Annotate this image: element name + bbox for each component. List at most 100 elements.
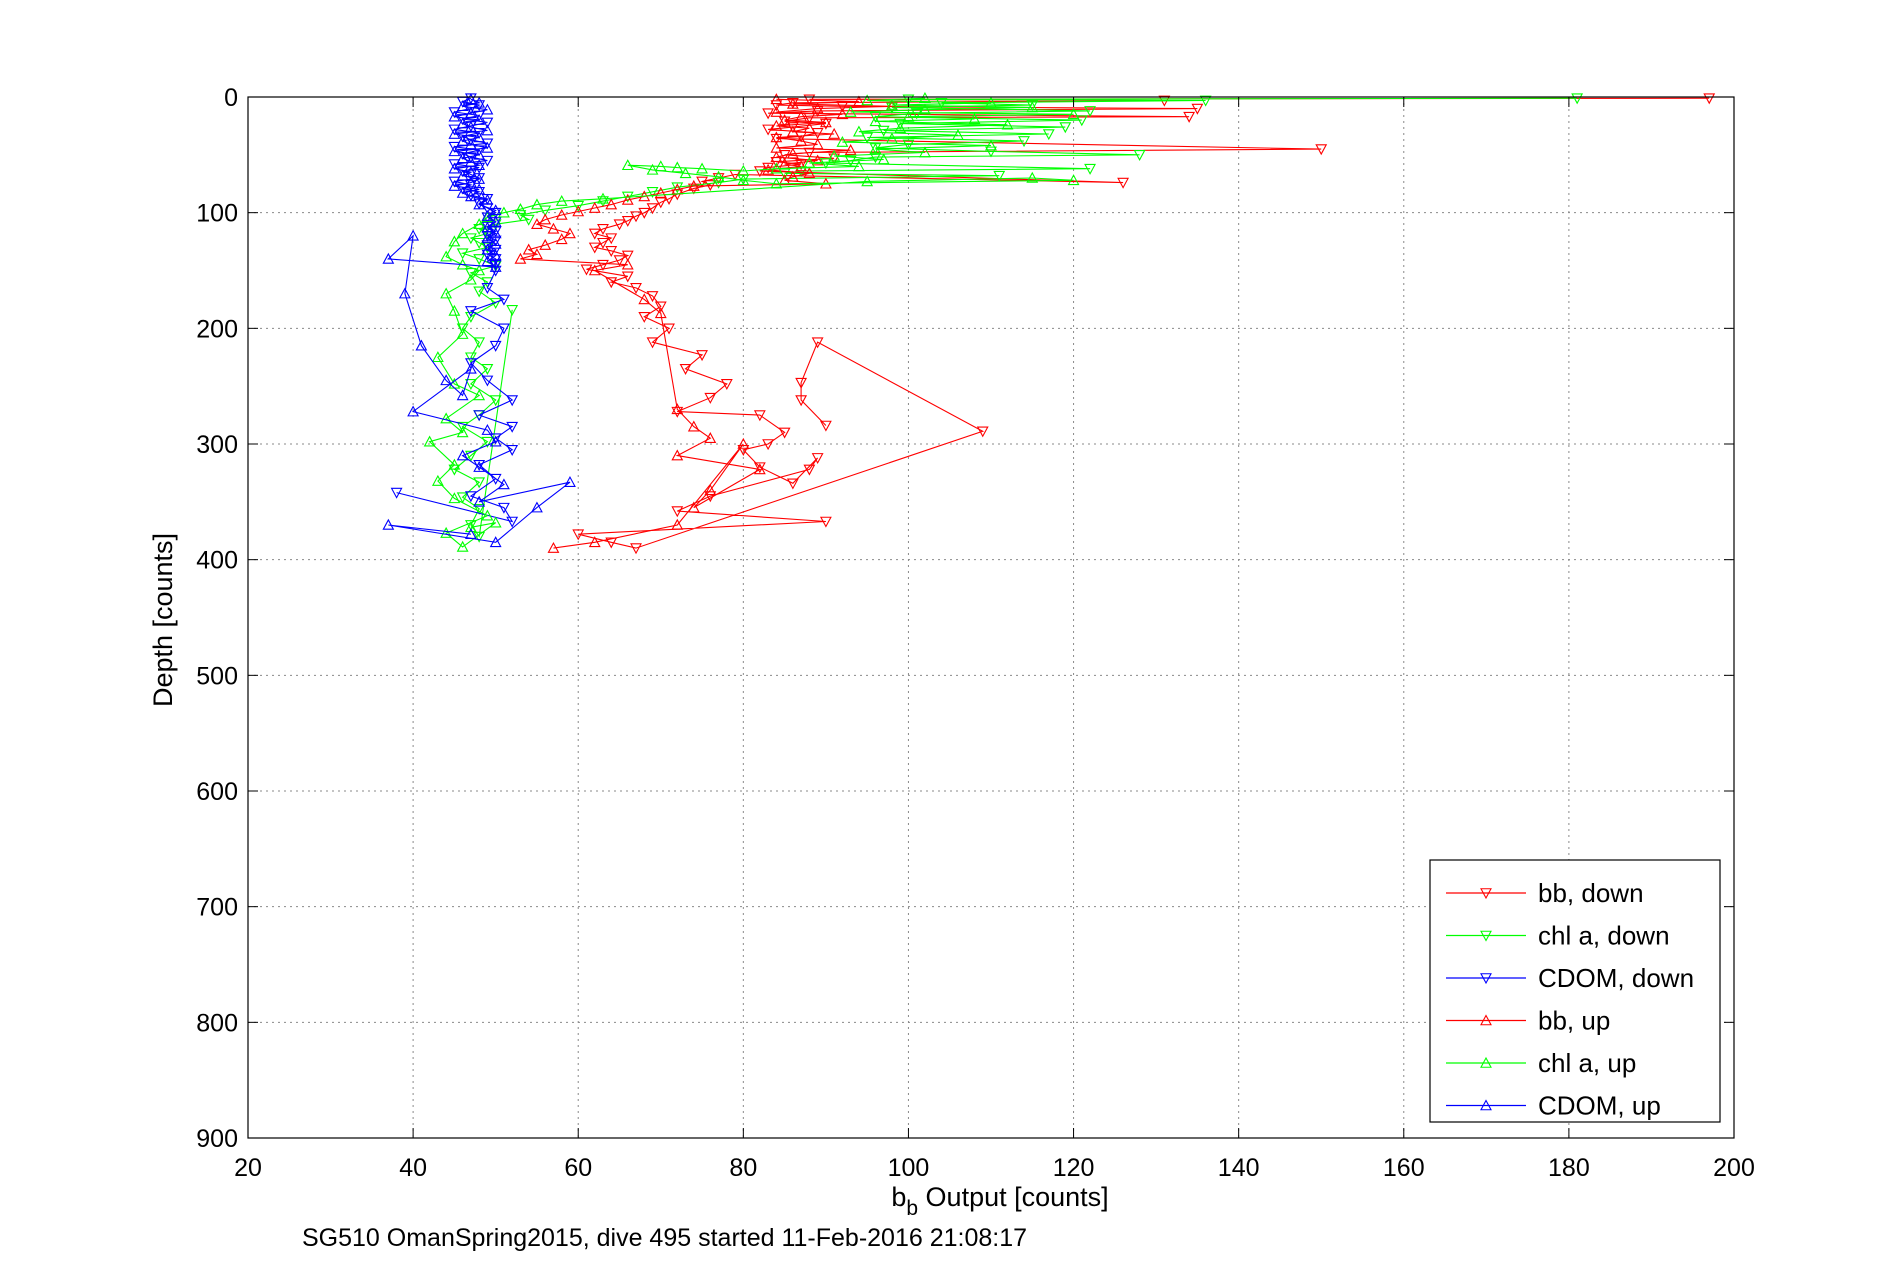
legend-label: chl a, down bbox=[1538, 921, 1670, 951]
data-point bbox=[431, 351, 444, 363]
data-point bbox=[464, 450, 477, 462]
data-point bbox=[489, 215, 502, 227]
data-point bbox=[464, 169, 477, 181]
data-point bbox=[473, 477, 486, 489]
data-point bbox=[687, 420, 700, 432]
data-point bbox=[448, 141, 461, 153]
data-point bbox=[473, 113, 486, 125]
data-point bbox=[910, 108, 923, 120]
data-point bbox=[464, 306, 477, 318]
data-point bbox=[473, 495, 486, 507]
data-point bbox=[481, 103, 494, 115]
data-point bbox=[819, 516, 832, 528]
data-point bbox=[473, 183, 486, 195]
data-point bbox=[473, 264, 486, 276]
data-point bbox=[456, 100, 469, 112]
data-point bbox=[456, 248, 469, 260]
data-point bbox=[506, 444, 519, 456]
data-point bbox=[786, 147, 799, 159]
data-point bbox=[531, 198, 543, 210]
data-point bbox=[572, 200, 585, 212]
data-point bbox=[638, 293, 651, 305]
legend-marker bbox=[1480, 888, 1492, 900]
data-point bbox=[621, 258, 634, 270]
data-point bbox=[919, 92, 931, 103]
data-point bbox=[456, 152, 469, 164]
data-point bbox=[646, 187, 659, 199]
data-point bbox=[489, 473, 502, 485]
data-point bbox=[448, 159, 461, 171]
data-point bbox=[861, 94, 874, 106]
data-point bbox=[448, 176, 461, 188]
data-point bbox=[803, 122, 816, 134]
y-axis-label: Depth [counts] bbox=[148, 533, 178, 707]
data-point bbox=[696, 162, 708, 174]
data-point bbox=[489, 260, 502, 272]
data-point bbox=[704, 484, 717, 496]
data-point bbox=[902, 139, 915, 151]
data-point bbox=[811, 337, 824, 349]
data-point bbox=[985, 139, 997, 151]
data-point bbox=[1571, 93, 1584, 105]
data-point bbox=[497, 206, 510, 218]
data-point bbox=[646, 203, 659, 215]
data-point bbox=[473, 218, 486, 230]
data-point bbox=[489, 227, 502, 239]
data-point bbox=[506, 516, 519, 528]
data-point bbox=[456, 426, 469, 438]
data-point bbox=[597, 192, 609, 204]
data-point bbox=[828, 127, 841, 139]
data-point bbox=[588, 201, 601, 213]
data-point bbox=[869, 142, 882, 154]
data-point bbox=[464, 273, 477, 285]
data-point bbox=[464, 528, 477, 540]
data-point bbox=[795, 377, 808, 389]
data-point bbox=[473, 503, 486, 515]
data-point bbox=[489, 395, 502, 407]
x-tick-labels: 20 40 60 80 100 120 140 160 180 200 bbox=[234, 1154, 1755, 1182]
data-point bbox=[795, 159, 808, 171]
data-point bbox=[448, 107, 461, 119]
data-point bbox=[621, 215, 634, 227]
data-point bbox=[869, 115, 882, 127]
data-point bbox=[440, 412, 453, 424]
data-point bbox=[464, 521, 477, 533]
data-point bbox=[720, 379, 733, 391]
data-point bbox=[811, 138, 824, 150]
data-point bbox=[531, 501, 543, 513]
data-point bbox=[1315, 144, 1328, 156]
legend-label: chl a, up bbox=[1538, 1048, 1636, 1078]
legend-item: CDOM, up bbox=[1446, 1091, 1661, 1121]
x-tick-label: 160 bbox=[1383, 1154, 1425, 1182]
data-point bbox=[811, 102, 824, 114]
data-point bbox=[919, 103, 931, 115]
data-point bbox=[514, 252, 527, 264]
data-point bbox=[811, 154, 824, 166]
y-tick-labels: 0 100 200 300 400 500 600 700 800 900 bbox=[196, 84, 238, 1153]
data-point bbox=[481, 375, 494, 387]
data-point bbox=[489, 516, 502, 528]
data-point bbox=[555, 233, 568, 245]
data-point bbox=[778, 116, 791, 128]
data-point bbox=[456, 540, 469, 552]
data-point bbox=[663, 323, 675, 335]
data-point bbox=[638, 311, 651, 323]
data-point bbox=[588, 264, 601, 276]
data-point bbox=[464, 155, 477, 167]
data-point bbox=[489, 249, 502, 261]
data-point bbox=[778, 168, 791, 180]
data-point bbox=[481, 436, 494, 448]
data-point bbox=[448, 304, 461, 316]
legend-label: bb, up bbox=[1538, 1006, 1610, 1036]
y-tick-label: 0 bbox=[224, 84, 238, 112]
data-point bbox=[919, 146, 931, 158]
data-point bbox=[646, 163, 659, 175]
x-tick-label: 20 bbox=[234, 1154, 262, 1182]
data-point bbox=[423, 435, 436, 447]
series-cdom-up bbox=[382, 93, 576, 548]
legend-item: bb, up bbox=[1446, 1006, 1610, 1036]
data-point bbox=[770, 162, 783, 174]
data-point bbox=[531, 218, 543, 230]
data-point bbox=[464, 520, 477, 532]
data-point bbox=[456, 169, 469, 181]
